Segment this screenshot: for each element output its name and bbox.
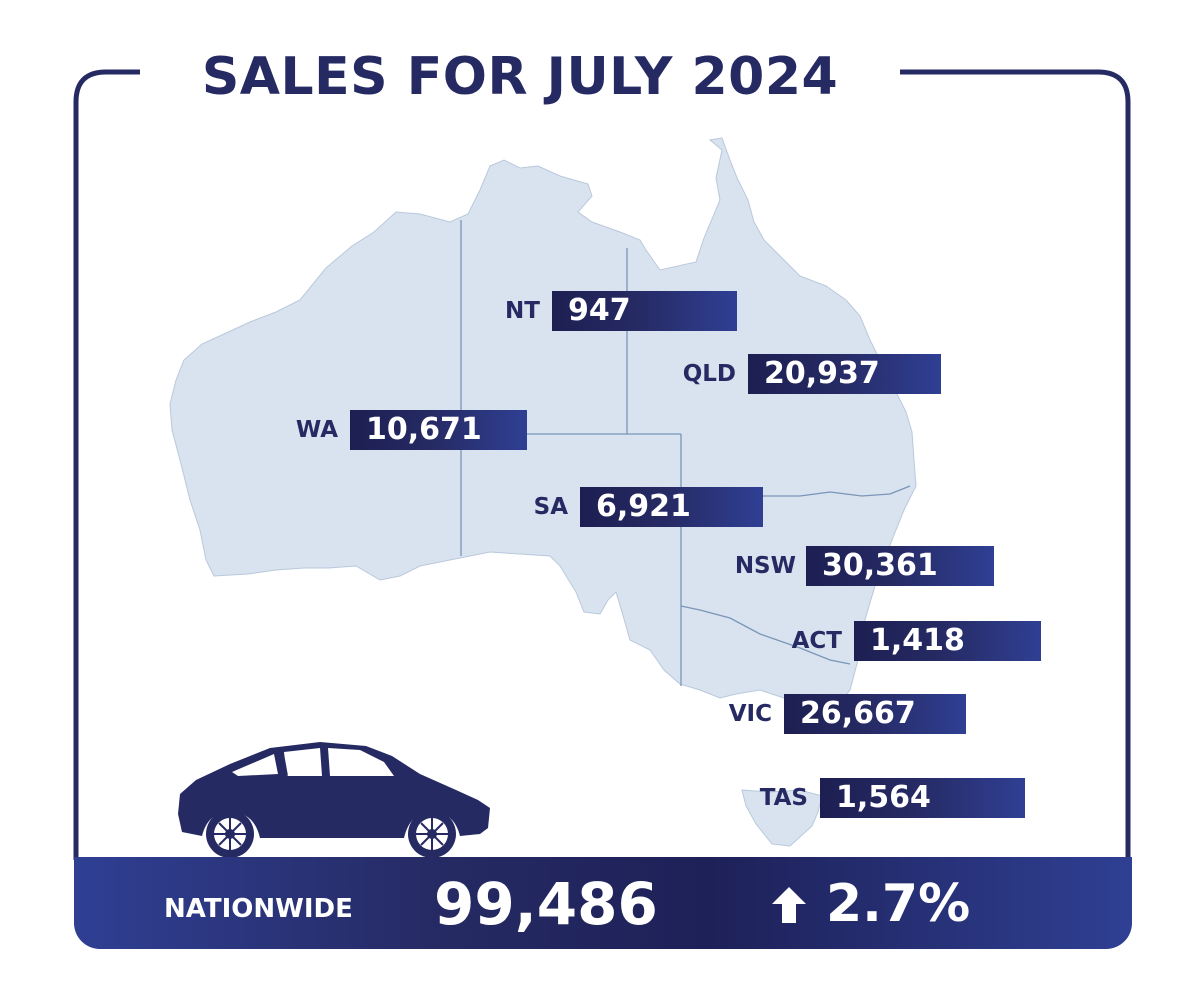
state-bar-nsw: 30,361 — [806, 546, 994, 586]
up-arrow-icon — [772, 887, 806, 923]
state-bar-wa: 10,671 — [350, 410, 527, 450]
nationwide-change: 2.7% — [826, 874, 971, 934]
state-bar-act: 1,418 — [854, 621, 1041, 661]
state-label-qld: QLD — [682, 361, 736, 387]
tasmania-shape — [741, 789, 823, 847]
nationwide-value: 99,486 — [434, 870, 658, 938]
state-label-nsw: NSW — [734, 553, 796, 579]
state-bar-sa: 6,921 — [580, 487, 763, 527]
nationwide-label: NATIONWIDE — [164, 894, 353, 924]
state-label-sa: SA — [533, 494, 568, 520]
state-bar-vic: 26,667 — [784, 694, 966, 734]
mainland-shape — [169, 137, 917, 721]
state-label-wa: WA — [295, 417, 338, 443]
state-label-tas: TAS — [759, 785, 808, 811]
page-title: SALES FOR JULY 2024 — [150, 38, 890, 116]
state-label-vic: VIC — [728, 701, 772, 727]
state-bar-tas: 1,564 — [820, 778, 1025, 818]
state-bar-nt: 947 — [552, 291, 737, 331]
state-bar-qld: 20,937 — [748, 354, 941, 394]
state-label-nt: NT — [505, 298, 540, 324]
state-label-act: ACT — [791, 628, 842, 654]
car-icon — [178, 742, 490, 858]
nationwide-banner: NATIONWIDE 99,486 2.7% — [74, 857, 1132, 949]
